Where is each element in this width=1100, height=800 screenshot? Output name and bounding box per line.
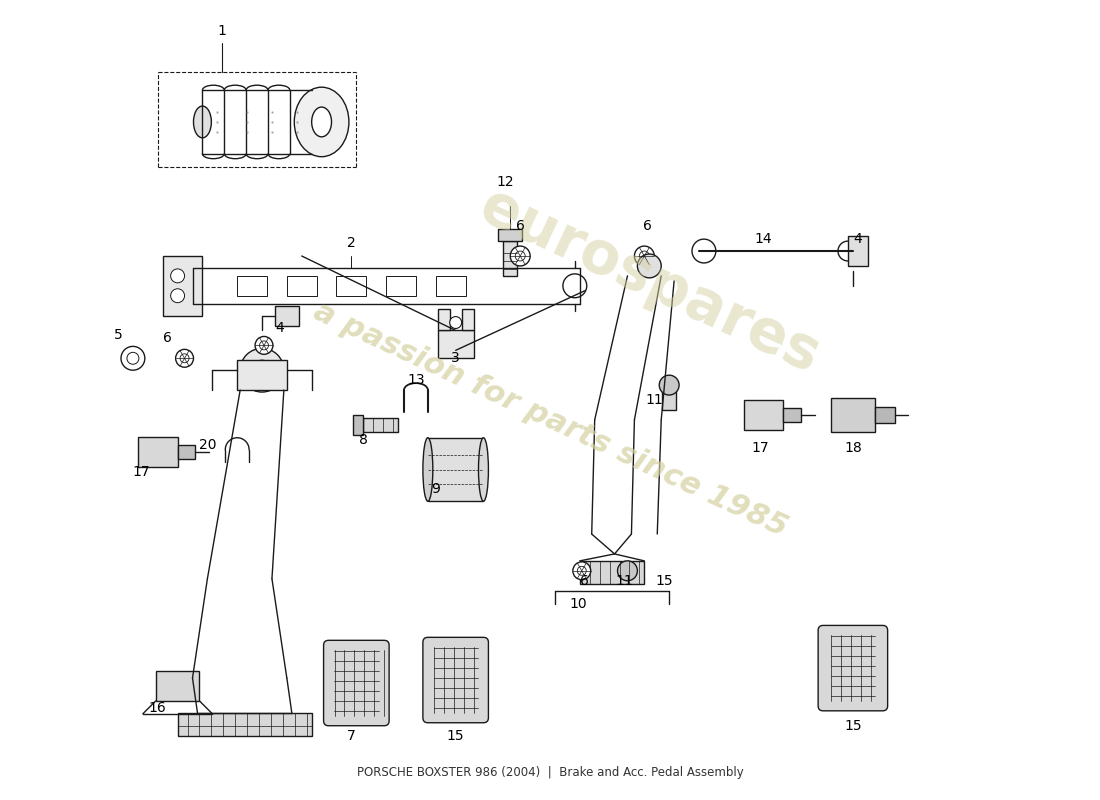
Text: eurospares: eurospares (470, 177, 828, 385)
Circle shape (176, 350, 194, 367)
Text: 15: 15 (447, 729, 464, 742)
Bar (163, 256, 202, 315)
Bar (783, 408, 801, 422)
Ellipse shape (311, 107, 331, 137)
Text: 20: 20 (199, 438, 216, 452)
Text: 14: 14 (755, 232, 772, 246)
Circle shape (126, 352, 139, 364)
Text: 15: 15 (656, 574, 673, 588)
FancyBboxPatch shape (818, 626, 888, 711)
Circle shape (563, 274, 586, 298)
Bar (287, 276, 317, 296)
Text: 8: 8 (359, 433, 367, 446)
Bar (337, 276, 366, 296)
Text: 4: 4 (854, 232, 862, 246)
FancyBboxPatch shape (422, 638, 488, 722)
Bar (848, 236, 868, 266)
Bar (874, 407, 894, 423)
Ellipse shape (295, 87, 349, 157)
Text: 6: 6 (581, 574, 590, 588)
Circle shape (573, 562, 591, 580)
Circle shape (180, 354, 189, 362)
Text: 16: 16 (148, 701, 166, 715)
Text: 10: 10 (569, 597, 586, 610)
Bar (428, 438, 484, 502)
Bar (177, 713, 311, 736)
Bar (504, 241, 517, 276)
Text: 12: 12 (496, 174, 514, 189)
Bar (462, 309, 473, 330)
Text: 15: 15 (844, 718, 861, 733)
Circle shape (260, 341, 268, 350)
Bar (238, 276, 267, 296)
Text: 11: 11 (646, 393, 663, 407)
Bar (438, 309, 450, 330)
Bar (830, 398, 874, 432)
Ellipse shape (478, 438, 488, 502)
Circle shape (515, 251, 525, 261)
Text: 3: 3 (451, 351, 460, 366)
Circle shape (510, 246, 530, 266)
Text: 11: 11 (616, 574, 634, 588)
Text: a passion for parts since 1985: a passion for parts since 1985 (308, 297, 792, 542)
Ellipse shape (194, 106, 211, 138)
Text: 4: 4 (275, 322, 284, 335)
Bar (238, 360, 287, 390)
Circle shape (692, 239, 716, 263)
Text: 18: 18 (844, 441, 861, 454)
Text: 9: 9 (431, 482, 440, 496)
Circle shape (170, 269, 185, 283)
Circle shape (617, 561, 637, 581)
FancyBboxPatch shape (323, 640, 389, 726)
Text: 2: 2 (346, 236, 355, 250)
Bar (138, 437, 177, 466)
Circle shape (121, 346, 145, 370)
Circle shape (838, 241, 858, 261)
Text: 5: 5 (113, 329, 122, 342)
Bar (580, 561, 645, 584)
Circle shape (240, 348, 284, 392)
Circle shape (637, 254, 661, 278)
Text: PORSCHE BOXSTER 986 (2004)  |  Brake and Acc. Pedal Assembly: PORSCHE BOXSTER 986 (2004) | Brake and A… (356, 766, 744, 779)
Circle shape (659, 375, 679, 395)
Circle shape (450, 317, 462, 329)
Ellipse shape (422, 438, 432, 502)
Circle shape (578, 566, 586, 575)
Circle shape (170, 289, 185, 302)
Bar (386, 276, 416, 296)
Bar (438, 330, 473, 358)
Text: 6: 6 (163, 331, 172, 346)
Bar (177, 445, 196, 458)
Bar (436, 276, 465, 296)
Bar (353, 415, 363, 434)
Bar (156, 671, 199, 701)
Circle shape (639, 251, 649, 261)
Bar (498, 229, 522, 241)
Bar (275, 306, 299, 326)
Text: 1: 1 (218, 23, 227, 38)
Text: 6: 6 (642, 219, 652, 234)
Circle shape (635, 246, 654, 266)
Text: 6: 6 (516, 219, 525, 234)
Text: 17: 17 (751, 441, 769, 454)
Text: 13: 13 (407, 373, 425, 387)
Bar (363, 418, 398, 432)
Bar (744, 400, 783, 430)
Circle shape (255, 337, 273, 354)
Text: 7: 7 (346, 729, 355, 742)
Bar (662, 385, 676, 410)
Circle shape (252, 360, 272, 380)
Text: 17: 17 (132, 465, 150, 478)
